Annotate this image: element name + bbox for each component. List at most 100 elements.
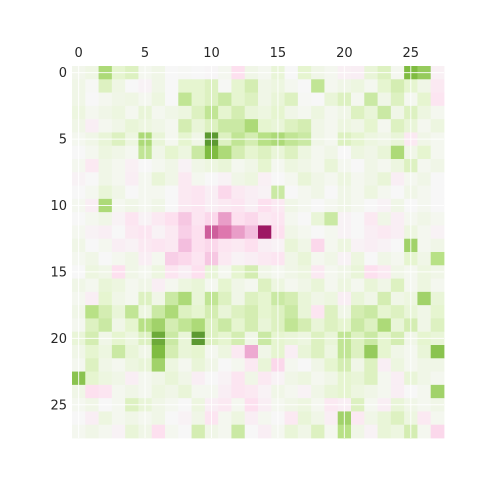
heatmap-cell: [98, 105, 113, 120]
heatmap-cell: [430, 172, 445, 186]
heatmap-cell: [165, 345, 179, 359]
heatmap-cell: [311, 212, 325, 226]
heatmap-cell: [430, 305, 445, 319]
heatmap-cell: [85, 238, 99, 253]
heatmap-cell: [351, 278, 365, 293]
heatmap-cell: [311, 185, 325, 200]
heatmap-cell: [364, 225, 378, 240]
heatmap-cell: [85, 145, 99, 160]
x-tick-label: 10: [203, 46, 220, 61]
heatmap-cell: [390, 424, 405, 439]
y-tick-label: 5: [59, 133, 67, 148]
heatmap-cell: [258, 159, 272, 173]
heatmap-cell: [311, 278, 325, 293]
heatmap-cell: [430, 358, 445, 372]
heatmap-cell: [258, 238, 272, 253]
heatmap-cell: [417, 212, 432, 226]
heatmap-cell: [85, 424, 99, 439]
heatmap-cell: [377, 305, 392, 319]
heatmap-cell: [430, 238, 445, 253]
heatmap-cell: [218, 225, 232, 240]
heatmap-cell: [390, 384, 405, 399]
heatmap-cell: [377, 172, 392, 186]
heatmap-cell: [417, 92, 432, 107]
heatmap-cell: [311, 291, 325, 306]
heatmap-cell: [311, 424, 325, 439]
heatmap-cell: [191, 424, 206, 439]
heatmap-cell: [364, 424, 378, 439]
heatmap-cell: [258, 371, 272, 386]
heatmap-cell: [417, 119, 432, 133]
heatmap-cell: [297, 185, 312, 200]
heatmap-cell: [377, 345, 392, 359]
heatmap-cell: [284, 172, 299, 186]
heatmap-cell: [297, 318, 312, 333]
heatmap-cell: [311, 145, 325, 160]
heatmap-cell: [231, 119, 246, 133]
heatmap-cell: [417, 79, 432, 93]
heatmap-cell: [417, 291, 432, 306]
heatmap-cell: [364, 212, 378, 226]
heatmap-cell: [417, 305, 432, 319]
heatmap-cell: [417, 185, 432, 200]
heatmap-cell: [364, 318, 378, 333]
heatmap-cell: [377, 105, 392, 120]
heatmap-cell: [231, 345, 246, 359]
heatmap-cell: [351, 225, 365, 240]
heatmap-cell: [151, 79, 166, 93]
heatmap-cell: [125, 145, 139, 160]
y-tick-label: 10: [50, 199, 67, 214]
heatmap-cell: [231, 411, 246, 426]
heatmap-cell: [85, 79, 99, 93]
heatmap-cell: [98, 212, 113, 226]
heatmap-cell: [125, 212, 139, 226]
heatmap-cell: [98, 384, 113, 399]
heatmap-cell: [244, 345, 259, 359]
heatmap-cell: [311, 252, 325, 266]
heatmap-cell: [311, 119, 325, 133]
heatmap-cell: [377, 159, 392, 173]
heatmap-cell: [178, 318, 192, 333]
heatmap-cell: [85, 278, 99, 293]
heatmap-cell: [417, 345, 432, 359]
heatmap-cell: [351, 345, 365, 359]
heatmap-cell: [364, 411, 378, 426]
heatmap-cell: [324, 345, 339, 359]
heatmap-cell: [231, 291, 246, 306]
heatmap-cell: [151, 105, 166, 120]
heatmap-cell: [165, 79, 179, 93]
heatmap-cell: [390, 159, 405, 173]
heatmap-cell: [284, 119, 299, 133]
heatmap-cell: [191, 212, 206, 226]
heatmap-cell: [111, 371, 126, 386]
heatmap-cell: [178, 345, 192, 359]
y-tick-label: 25: [50, 398, 67, 413]
heatmap-cell: [377, 92, 392, 107]
heatmap-cell: [377, 318, 392, 333]
heatmap-cell: [165, 411, 179, 426]
heatmap-cell: [125, 185, 139, 200]
heatmap-cell: [85, 305, 99, 319]
heatmap-cell: [297, 79, 312, 93]
heatmap-cell: [377, 371, 392, 386]
heatmap-cell: [231, 79, 246, 93]
heatmap-cell: [178, 119, 192, 133]
heatmap-cell: [390, 225, 405, 240]
heatmap-cell: [284, 238, 299, 253]
heatmap-cell: [191, 305, 206, 319]
heatmap-cell: [390, 185, 405, 200]
heatmap-cell: [244, 225, 259, 240]
heatmap-cell: [351, 212, 365, 226]
heatmap-cell: [85, 291, 99, 306]
heatmap-cell: [390, 358, 405, 372]
heatmap-cell: [324, 145, 339, 160]
heatmap-cell: [125, 278, 139, 293]
heatmap-cell: [85, 92, 99, 107]
heatmap-cell: [324, 318, 339, 333]
heatmap-cell: [324, 79, 339, 93]
heatmap-cell: [430, 252, 445, 266]
heatmap-cell: [244, 305, 259, 319]
heatmap-cell: [111, 172, 126, 186]
heatmap-cell: [191, 384, 206, 399]
